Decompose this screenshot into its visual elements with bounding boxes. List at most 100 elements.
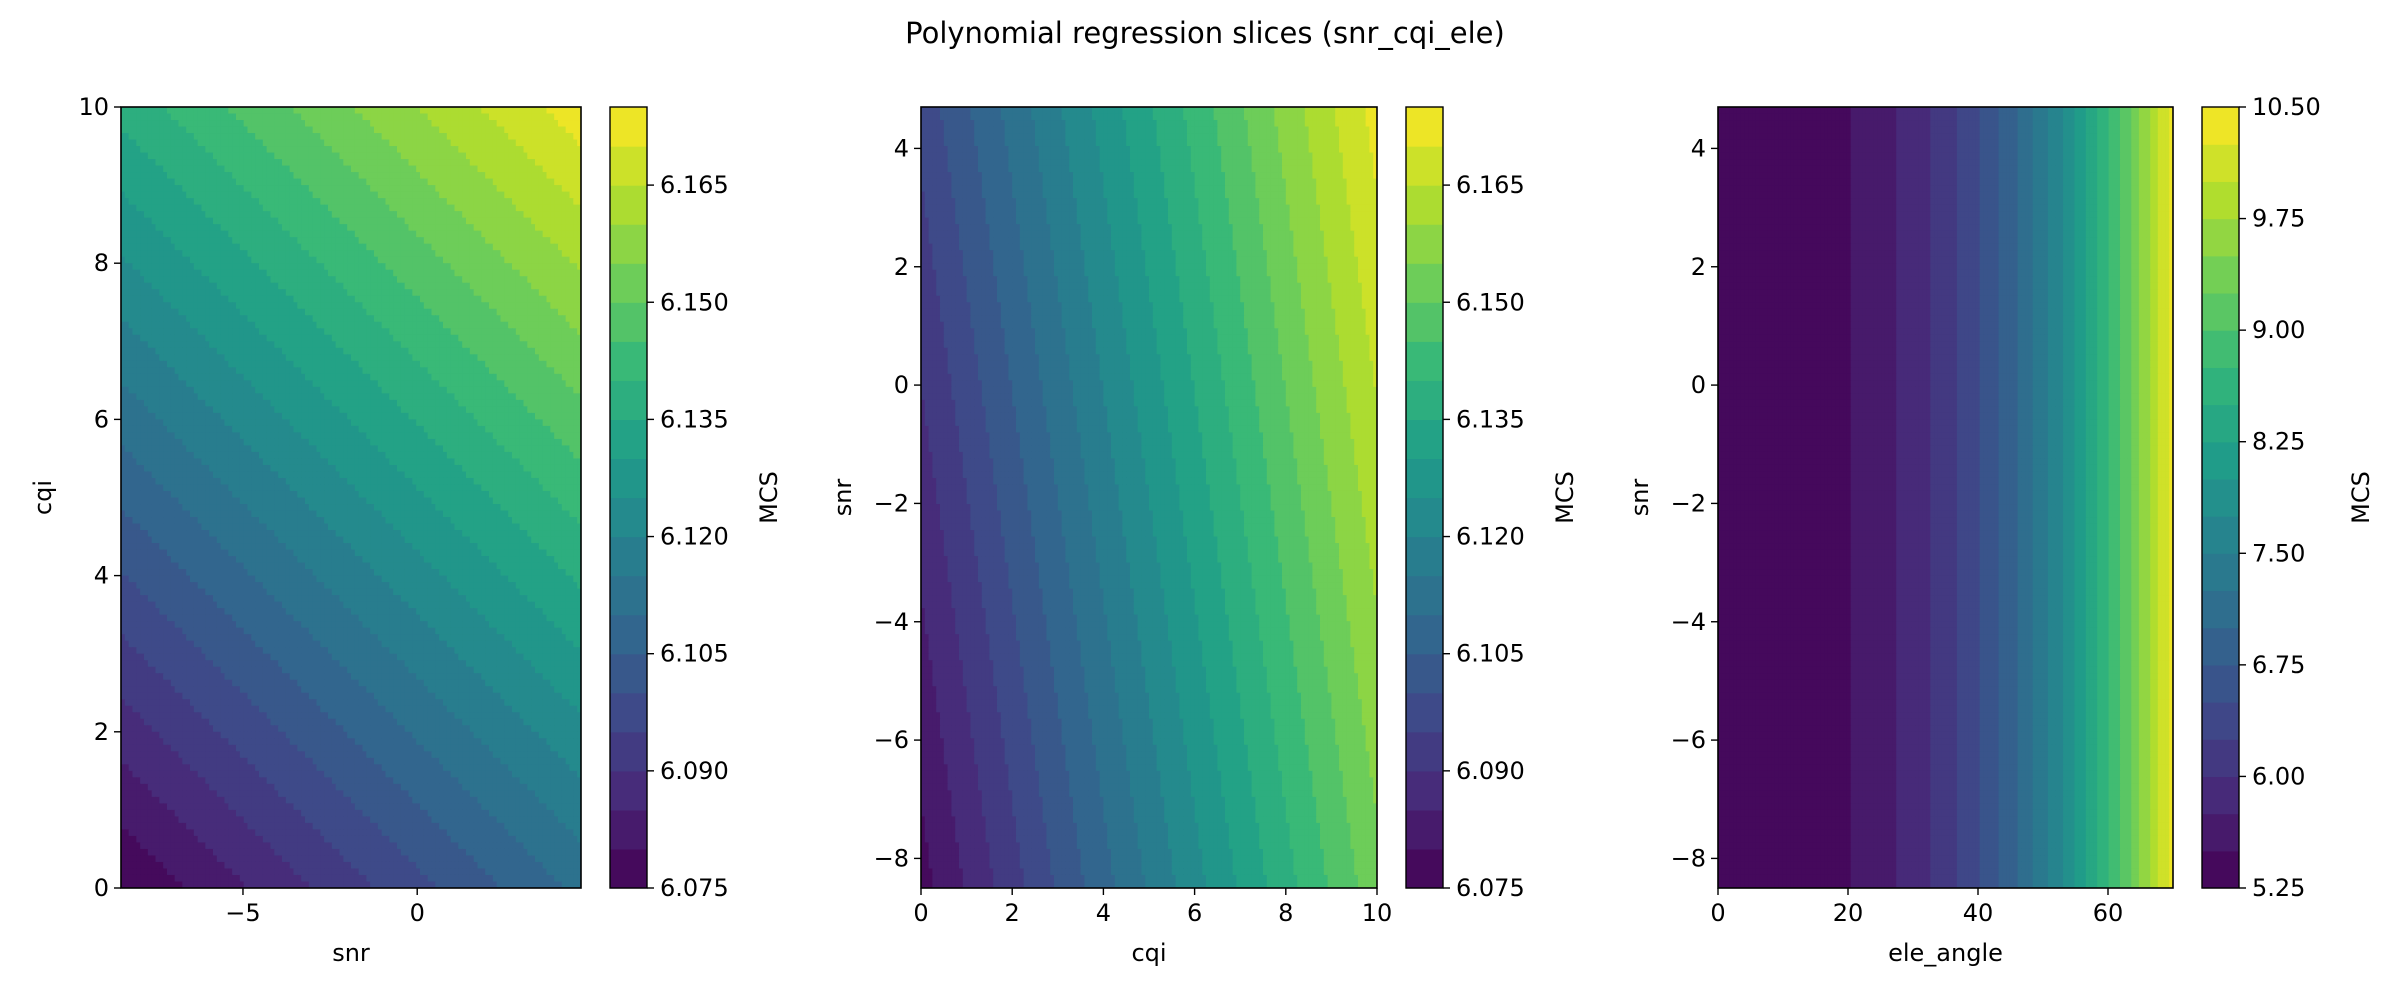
contour-cell <box>285 269 291 277</box>
contour-cell <box>351 295 356 303</box>
contour-cell <box>400 263 406 271</box>
contour-cell <box>558 237 563 245</box>
contour-cell <box>446 224 452 232</box>
contour-cell <box>190 191 195 199</box>
contour-cell <box>385 282 390 290</box>
contour-cell <box>377 308 383 316</box>
contour-cell <box>377 237 383 245</box>
contour-cell <box>213 367 218 375</box>
contour-cell <box>132 191 137 199</box>
contour-cell <box>270 347 275 355</box>
contour-cell <box>232 133 237 141</box>
contour-cell <box>408 295 413 303</box>
contour-cell <box>178 191 183 199</box>
contour-cell <box>412 243 417 251</box>
contour-cell <box>320 334 325 342</box>
contour-cell <box>132 373 137 381</box>
contour-cell <box>140 185 145 193</box>
contour-cell <box>174 133 180 141</box>
contour-cell <box>274 263 279 271</box>
contour-cell <box>508 120 513 128</box>
contour-cell <box>308 185 314 193</box>
contour-cell <box>565 282 571 290</box>
contour-cell <box>393 263 398 271</box>
contour-cell <box>121 191 126 199</box>
contour-cell <box>339 276 344 284</box>
contour-cell <box>489 230 494 238</box>
contour-cell <box>389 191 394 199</box>
contour-cell <box>151 230 157 238</box>
contour-cell <box>477 198 482 206</box>
contour-cell <box>343 263 348 271</box>
contour-cell <box>531 347 536 355</box>
contour-cell <box>381 302 387 310</box>
contour-cell <box>385 315 390 323</box>
contour-cell <box>504 159 509 167</box>
contour-cell <box>182 302 187 310</box>
contour-cell <box>316 295 321 303</box>
contour-cell <box>289 191 295 199</box>
contour-cell <box>305 191 310 199</box>
contour-cell <box>397 341 402 349</box>
contour-cell <box>285 237 291 245</box>
contour-cell <box>508 360 513 368</box>
contour-cell <box>301 120 306 128</box>
contour-cell <box>565 243 571 251</box>
contour-cell <box>174 315 180 323</box>
contour-cell <box>569 367 574 375</box>
contour-cell <box>167 321 172 329</box>
contour-cell <box>496 113 502 121</box>
contour-cell <box>561 198 567 206</box>
contour-cell <box>462 367 467 375</box>
contour-cell <box>224 198 229 206</box>
contour-cell <box>193 315 199 323</box>
contour-cell <box>182 276 187 284</box>
contour-cell <box>542 250 548 258</box>
contour-cell <box>282 204 287 212</box>
contour-cell <box>408 107 413 115</box>
contour-cell <box>159 159 164 167</box>
contour-cell <box>328 178 333 186</box>
contour-cell <box>558 217 563 225</box>
contour-cell <box>228 302 233 310</box>
contour-cell <box>477 269 482 277</box>
contour-cell <box>266 191 272 199</box>
contour-cell <box>558 211 563 219</box>
contour-cell <box>140 152 145 160</box>
contour-cell <box>535 334 540 342</box>
contour-cell <box>128 217 134 225</box>
contour-cell <box>224 282 229 290</box>
contour-cell <box>170 282 176 290</box>
contour-cell <box>362 308 367 316</box>
contour-cell <box>569 211 574 219</box>
contour-cell <box>565 139 571 147</box>
contour-cell <box>285 328 291 336</box>
contour-cell <box>259 139 264 147</box>
contour-cell <box>362 204 367 212</box>
contour-cell <box>347 315 352 323</box>
contour-cell <box>128 230 134 238</box>
contour-cell <box>121 133 126 141</box>
contour-cell <box>504 230 509 238</box>
contour-cell <box>435 217 440 225</box>
contour-cell <box>324 217 329 225</box>
contour-cell <box>178 139 183 147</box>
contour-cell <box>366 302 371 310</box>
contour-cell <box>167 373 172 381</box>
contour-cell <box>243 328 249 336</box>
contour-cell <box>489 159 494 167</box>
contour-cell <box>128 250 134 258</box>
contour-cell <box>331 308 337 316</box>
contour-cell <box>320 367 325 375</box>
contour-cell <box>335 315 341 323</box>
contour-cell <box>186 354 191 362</box>
contour-cell <box>370 256 375 264</box>
contour-cell <box>573 133 578 141</box>
contour-cell <box>431 198 436 206</box>
contour-cell <box>186 120 191 128</box>
contour-cell <box>354 243 360 251</box>
contour-cell <box>312 269 318 277</box>
contour-cell <box>262 204 268 212</box>
contour-cell <box>351 237 356 245</box>
contour-cell <box>458 360 463 368</box>
